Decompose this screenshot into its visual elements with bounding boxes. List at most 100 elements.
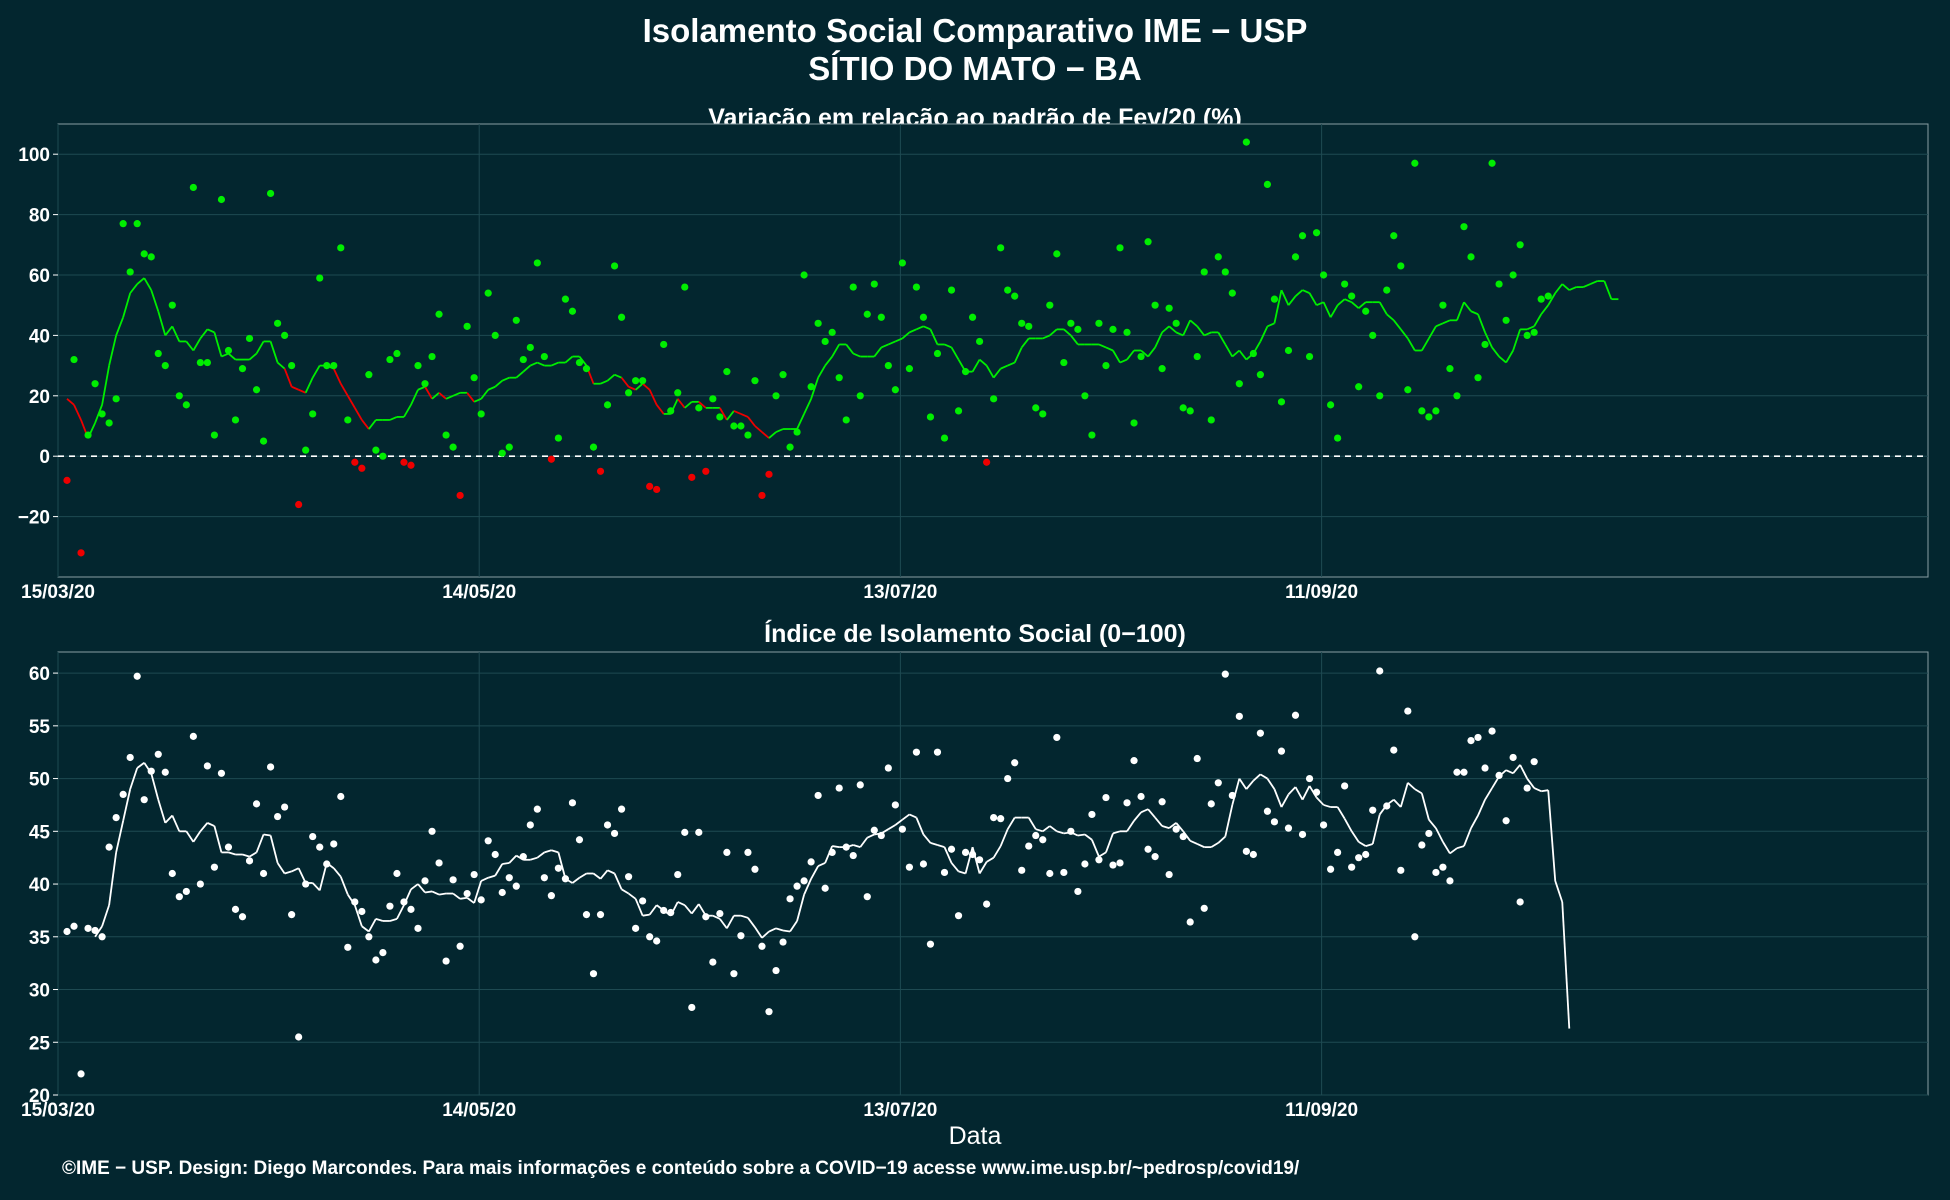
moving-average-segment	[207, 328, 215, 334]
plot-area	[57, 123, 1929, 578]
moving-average-segment	[1224, 344, 1234, 357]
data-point	[835, 784, 843, 792]
data-point	[926, 413, 935, 421]
data-point	[1523, 784, 1531, 792]
moving-average-segment	[417, 883, 426, 894]
moving-average-segment	[901, 813, 910, 821]
moving-average-segment	[1568, 286, 1577, 291]
data-point	[1053, 733, 1061, 742]
moving-average-segment	[1428, 325, 1437, 339]
data-point	[1095, 856, 1103, 864]
data-point	[224, 843, 233, 851]
moving-average-segment	[1154, 817, 1163, 827]
data-point	[1137, 352, 1145, 361]
data-point	[1144, 238, 1152, 246]
moving-average-segment	[501, 376, 510, 382]
footer-credit: ©IME − USP. Design: Diego Marcondes. Par…	[62, 1158, 1300, 1179]
data-point	[168, 869, 176, 878]
moving-average-segment	[740, 413, 749, 418]
moving-average-segment	[1217, 331, 1227, 345]
moving-average-segment	[150, 773, 160, 800]
data-point	[863, 893, 871, 901]
data-point	[632, 377, 640, 385]
moving-average-segment	[283, 368, 293, 388]
moving-average-segment	[1561, 283, 1570, 291]
moving-average-segment	[607, 869, 615, 875]
data-point	[919, 860, 928, 868]
moving-average-segment	[894, 818, 903, 826]
data-point	[561, 875, 570, 883]
moving-average-segment	[613, 873, 623, 890]
data-point	[316, 843, 324, 851]
moving-average-segment	[1561, 901, 1571, 1029]
data-point	[224, 346, 233, 355]
data-point	[561, 295, 570, 303]
data-point	[119, 220, 127, 228]
moving-average-segment	[1189, 319, 1198, 328]
data-point	[1291, 253, 1300, 261]
moving-average-segment	[1035, 828, 1044, 833]
moving-average-segment	[648, 389, 658, 406]
data-point	[1334, 848, 1342, 857]
data-point	[1088, 431, 1096, 439]
moving-average-segment	[628, 892, 637, 900]
moving-average-segment	[1126, 820, 1135, 832]
moving-average-segment	[438, 392, 447, 400]
moving-average-segment	[992, 845, 1002, 859]
moving-average-segment	[621, 888, 630, 895]
moving-average-segment	[424, 890, 433, 894]
data-point	[259, 869, 268, 878]
moving-average-segment	[887, 824, 896, 830]
chart-subtitle: SÍTIO DO MATO − BA	[808, 50, 1142, 87]
moving-average-segment	[803, 398, 812, 415]
moving-average-segment	[438, 892, 447, 896]
moving-average-segment	[361, 925, 370, 933]
moving-average-segment	[1420, 793, 1430, 820]
data-point	[639, 377, 647, 385]
moving-average-segment	[269, 341, 279, 363]
moving-average-segment	[522, 364, 531, 373]
data-point	[1305, 774, 1314, 783]
data-point	[1137, 792, 1145, 801]
data-point	[828, 328, 836, 336]
data-point	[582, 911, 591, 919]
moving-average-segment	[909, 328, 917, 334]
data-point	[912, 283, 921, 291]
moving-average-segment	[1505, 350, 1514, 364]
data-point	[1537, 295, 1545, 303]
moving-average-segment	[740, 914, 749, 919]
moving-average-segment	[719, 407, 728, 421]
moving-average-segment	[684, 401, 693, 409]
moving-average-segment	[1063, 328, 1072, 337]
moving-average-segment	[1280, 793, 1290, 808]
data-point	[161, 768, 169, 776]
moving-average-segment	[417, 385, 426, 391]
data-point	[309, 832, 317, 841]
moving-average-segment	[698, 401, 707, 409]
moving-average-segment	[136, 762, 145, 769]
data-point	[1298, 232, 1307, 240]
data-point	[126, 268, 134, 276]
moving-average-segment	[101, 365, 111, 406]
data-point	[632, 924, 640, 932]
data-point	[554, 864, 563, 872]
data-point	[1467, 253, 1475, 261]
moving-average-segment	[1084, 833, 1093, 841]
moving-average-segment	[410, 389, 419, 406]
data-point	[779, 938, 787, 946]
moving-average-segment	[1393, 799, 1402, 808]
data-point	[1151, 853, 1159, 861]
moving-average-segment	[1386, 313, 1395, 321]
moving-average-segment	[284, 870, 292, 875]
panel-index: 15/03/20 14/05/20 13/07/20 11/09/20 20 25 30 35…	[21, 651, 1929, 1121]
data-point	[1404, 707, 1412, 715]
moving-average-segment	[684, 904, 693, 915]
moving-average-segment	[571, 876, 581, 884]
moving-average-segment	[473, 880, 483, 904]
data-point	[716, 413, 724, 421]
moving-average-segment	[916, 325, 924, 331]
data-point	[547, 455, 555, 463]
data-point	[1284, 346, 1293, 355]
data-point	[1474, 733, 1482, 742]
moving-average-segment	[754, 425, 763, 433]
